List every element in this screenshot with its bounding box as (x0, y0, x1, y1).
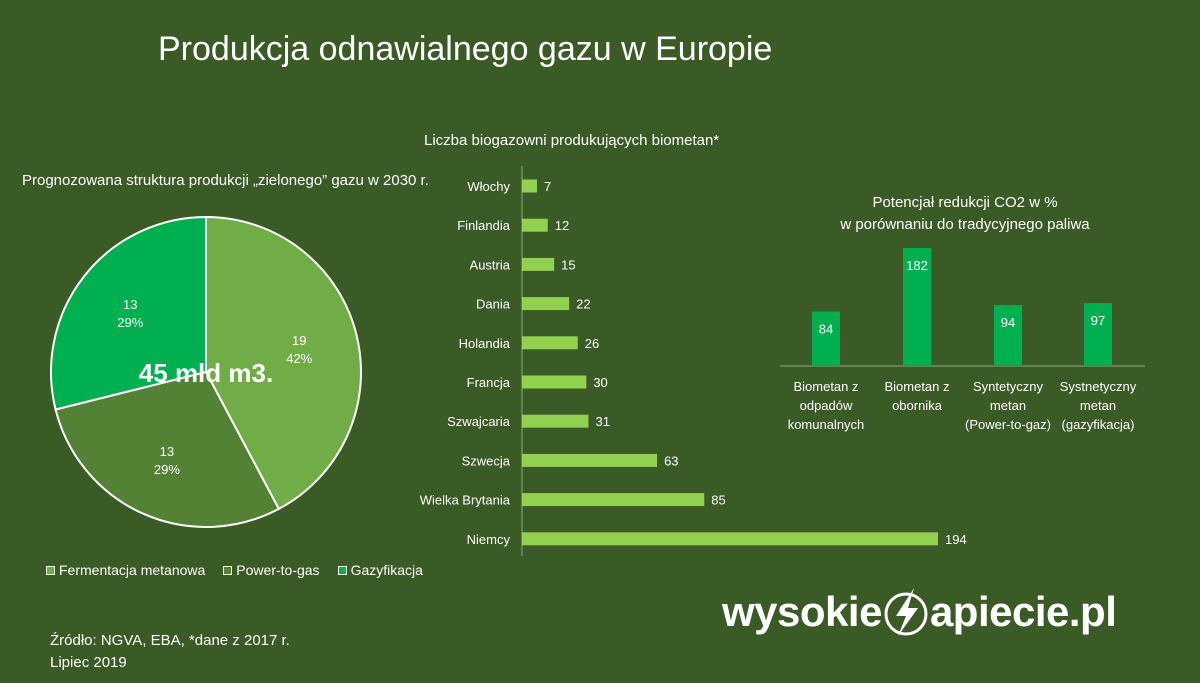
bar (522, 453, 658, 467)
bar-value-label: 12 (555, 218, 569, 233)
co2-title-line-1: Potencjał redukcji CO2 w % (872, 194, 1058, 211)
logo-text-left: wysokie (722, 588, 882, 635)
co2-bar (903, 248, 931, 366)
bar-value-label: 22 (576, 297, 590, 312)
bar-category-label: Niemcy (467, 532, 511, 547)
pie-slice-value: 13 (123, 297, 137, 312)
bar-value-label: 7 (544, 179, 551, 194)
co2-chart-title: Potencjał redukcji CO2 w % w porównaniu … (820, 192, 1110, 236)
bar-category-label: Włochy (467, 179, 510, 194)
page-title: Produkcja odnawialnego gazu w Europie (158, 30, 773, 68)
pie-chart-title: Prognozowana struktura produkcji „zielon… (22, 172, 429, 189)
co2-bar (1084, 303, 1112, 366)
date-line: Lipiec 2019 (50, 654, 127, 671)
co2-bar (994, 305, 1022, 366)
bar (522, 257, 555, 271)
legend-swatch (46, 565, 55, 575)
logo-text-right: apiecie.pl (929, 588, 1117, 635)
pie-slice-value: 13 (160, 444, 174, 459)
co2-bar-value: 84 (819, 322, 833, 337)
source-note: Źródło: NGVA, EBA, *dane z 2017 r. Lipie… (50, 630, 290, 674)
pie-chart: 19 42% 13 29% 13 29% 45 mld m3. (50, 215, 362, 528)
legend-label: Gazyfikacja (350, 562, 423, 578)
legend-item-fermentacja: Fermentacja metanowa (46, 562, 205, 578)
bar-value-label: 85 (711, 493, 725, 508)
co2-category-label: (Power-to-gaz) (965, 417, 1051, 432)
legend-label: Power-to-gas (236, 562, 320, 578)
legend-swatch (223, 565, 233, 575)
bar (522, 493, 705, 507)
bar-category-label: Wielka Brytania (420, 493, 511, 508)
bar-category-label: Holandia (459, 336, 511, 351)
co2-category-label: Syntetyczny (973, 379, 1044, 394)
bar-category-label: Francja (467, 375, 511, 390)
co2-bar-chart: 84 Biometan z odpadów komunalnych 182 Biometa… (780, 248, 1145, 432)
legend-swatch (337, 565, 347, 575)
bar-value-label: 194 (945, 532, 967, 547)
bar (522, 336, 578, 350)
bar-chart-title: Liczba biogazowni produkujących biometan… (424, 132, 720, 149)
bar (522, 218, 548, 232)
bar-category-label: Austria (470, 257, 511, 272)
bar-value-label: 26 (585, 336, 599, 351)
bar-value-label: 30 (593, 375, 607, 390)
co2-bar-value: 182 (906, 258, 928, 273)
bar-category-label: Szwajcaria (447, 414, 511, 429)
bar (522, 532, 938, 546)
co2-category-label: metan (990, 398, 1026, 413)
pie-slice-value: 19 (292, 333, 306, 348)
pie-slice (50, 215, 207, 411)
co2-bar-value: 94 (1001, 315, 1015, 330)
co2-title-line-2: w porównaniu do tradycyjnego paliwa (840, 216, 1090, 233)
co2-bar-value: 97 (1091, 313, 1105, 328)
bar (522, 414, 589, 428)
co2-category-label: komunalnych (788, 417, 865, 432)
co2-bar (812, 311, 840, 366)
horizontal-bar-chart: Włochy 7 Finlandia 12 Austria 15 Dania 22 Holand… (420, 166, 967, 556)
bar (522, 375, 587, 389)
co2-category-label: metan (1080, 398, 1116, 413)
pie-slice-percent: 42% (286, 351, 312, 366)
pie-slice (54, 370, 281, 528)
pie-slice (205, 215, 362, 511)
bar (522, 179, 538, 193)
co2-category-label: odpadów (800, 398, 853, 413)
pie-center-label: 45 mld m3. (139, 358, 273, 388)
brand-logo[interactable]: wysokie apiecie.pl (722, 586, 1117, 638)
lightning-bolt-icon (884, 588, 928, 636)
legend-label: Fermentacja metanowa (59, 562, 206, 578)
bar-category-label: Dania (476, 297, 511, 312)
co2-category-label: Biometan z (884, 379, 949, 394)
pie-slice-percent: 29% (154, 462, 180, 477)
bar-value-label: 15 (561, 257, 575, 272)
bar-value-label: 63 (664, 453, 678, 468)
pie-legend: Fermentacja metanowa Power-to-gas Gazyfi… (46, 562, 423, 578)
co2-category-label: obornika (892, 398, 943, 413)
source-line: Źródło: NGVA, EBA, *dane z 2017 r. (50, 632, 290, 649)
co2-category-label: (gazyfikacja) (1062, 417, 1135, 432)
co2-category-label: Biometan z (793, 379, 858, 394)
co2-category-label: Systnetyczny (1060, 379, 1137, 394)
legend-item-power-to-gas: Power-to-gas (223, 562, 320, 578)
legend-item-gazyfikacja: Gazyfikacja (337, 562, 423, 578)
bar (522, 297, 570, 311)
bar-value-label: 31 (595, 414, 609, 429)
pie-slice-percent: 29% (117, 315, 143, 330)
bar-category-label: Finlandia (457, 218, 511, 233)
bar-category-label: Szwecja (462, 453, 511, 468)
